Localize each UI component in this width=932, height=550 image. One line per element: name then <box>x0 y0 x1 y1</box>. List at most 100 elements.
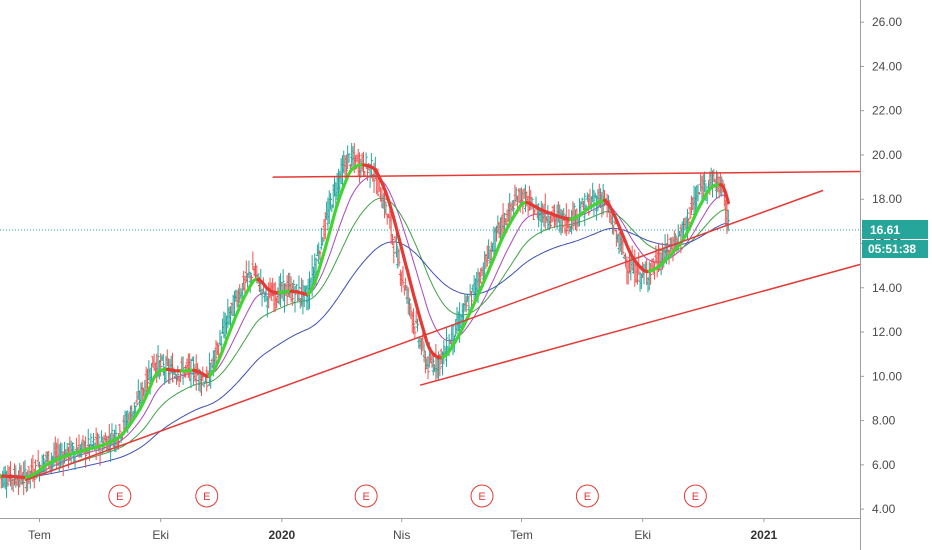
time-tick-label: Eki <box>634 528 651 542</box>
price-bar <box>118 423 122 436</box>
trend-strength-up <box>277 289 293 295</box>
price-bar <box>99 430 103 443</box>
price-bar <box>508 193 512 224</box>
price-bar <box>571 201 575 230</box>
trend-strength-up <box>568 198 607 221</box>
price-tick-label: 12.00 <box>872 325 902 339</box>
price-bar <box>610 213 614 235</box>
price-bar <box>635 263 639 285</box>
earnings-circle <box>470 484 494 508</box>
price-bar <box>442 340 446 365</box>
price-tick-label: 20.00 <box>872 148 902 162</box>
rising-support-trendline <box>24 189 824 482</box>
earnings-circle <box>354 484 378 508</box>
trend-strength-down <box>165 367 184 373</box>
time-tick-label: Tem <box>28 528 51 542</box>
price-tick-label: 8.00 <box>872 414 896 428</box>
trend-strength-down <box>289 289 310 297</box>
price-bar <box>297 275 301 301</box>
price-bar <box>319 227 323 250</box>
price-bar <box>663 234 667 260</box>
price-bar <box>250 274 254 282</box>
countdown-badge: 05:51:38 <box>862 240 928 259</box>
price-bar <box>135 391 139 406</box>
time-tick-label: Tem <box>510 528 533 542</box>
price-bar <box>159 353 163 377</box>
price-bar <box>697 192 701 195</box>
price-bar <box>526 196 530 216</box>
trend-strength-down <box>361 163 445 360</box>
price-bar <box>549 215 553 229</box>
price-bar <box>248 272 252 293</box>
price-bar <box>638 271 642 292</box>
price-bar <box>469 291 473 307</box>
price-tick-label: 10.00 <box>872 369 902 383</box>
price-tick-label: 18.00 <box>872 192 902 206</box>
trend-strength-up <box>306 163 366 296</box>
trend-strength-down <box>1 474 28 480</box>
price-bar <box>401 265 405 286</box>
earnings-label: E <box>692 491 699 503</box>
price-bar <box>146 368 150 392</box>
last-price-badge: 16.61 <box>862 220 928 240</box>
price-bar <box>426 356 430 380</box>
price-bar <box>584 204 588 209</box>
trend-strength-up <box>180 368 196 373</box>
trend-strength-up <box>24 367 169 480</box>
ma-long-line <box>0 223 729 477</box>
trend-strength-down <box>602 198 651 274</box>
trend-strength-down <box>525 200 572 221</box>
price-bar <box>394 232 398 258</box>
price-bar <box>726 209 730 232</box>
price-bar <box>171 352 175 383</box>
price-tick-label: 14.00 <box>872 281 902 295</box>
time-tick-label: Nis <box>393 528 410 542</box>
time-tick-label: 2020 <box>268 528 295 542</box>
price-bar <box>419 337 423 355</box>
earnings-label: E <box>362 491 369 503</box>
price-tick-label: 26.00 <box>872 15 902 29</box>
price-bar <box>546 205 550 231</box>
price-bar <box>487 239 491 260</box>
price-bar <box>329 193 333 210</box>
price-bar <box>92 432 96 449</box>
earnings-circle <box>195 484 219 508</box>
price-bar <box>580 197 584 206</box>
price-bar <box>688 206 692 220</box>
price-bar <box>397 248 401 267</box>
price-tick-label: 6.00 <box>872 458 896 472</box>
trend-strength-up <box>207 277 260 378</box>
countdown-badge-bg <box>862 240 928 259</box>
last-price-badge-bg <box>862 220 928 240</box>
earnings-marker: E <box>575 484 599 508</box>
earnings-marker: E <box>354 484 378 508</box>
price-bar <box>390 233 394 246</box>
price-bar <box>560 210 564 234</box>
earnings-marker: E <box>195 484 219 508</box>
price-bar <box>587 193 591 216</box>
trend-strength-up <box>440 200 529 360</box>
price-bar <box>89 433 93 450</box>
earnings-label: E <box>203 491 210 503</box>
long-support-trendline <box>419 263 861 386</box>
price-bar <box>464 295 468 313</box>
price-bar <box>318 250 322 260</box>
earnings-marker: E <box>470 484 494 508</box>
price-bar <box>485 245 489 267</box>
price-bar <box>413 326 417 339</box>
last-price-value: 16.61 <box>870 223 900 237</box>
price-bar <box>626 261 630 285</box>
price-bar <box>409 303 413 320</box>
price-bar <box>173 371 177 379</box>
price-bar <box>84 436 88 468</box>
price-bar <box>703 171 707 193</box>
time-tick-label: Eki <box>152 528 169 542</box>
trend-strength-down <box>718 183 730 205</box>
resistance-trendline <box>272 170 861 178</box>
price-bar <box>412 308 416 335</box>
price-bar <box>347 153 351 163</box>
earnings-circle <box>575 484 599 508</box>
earnings-label: E <box>116 491 123 503</box>
